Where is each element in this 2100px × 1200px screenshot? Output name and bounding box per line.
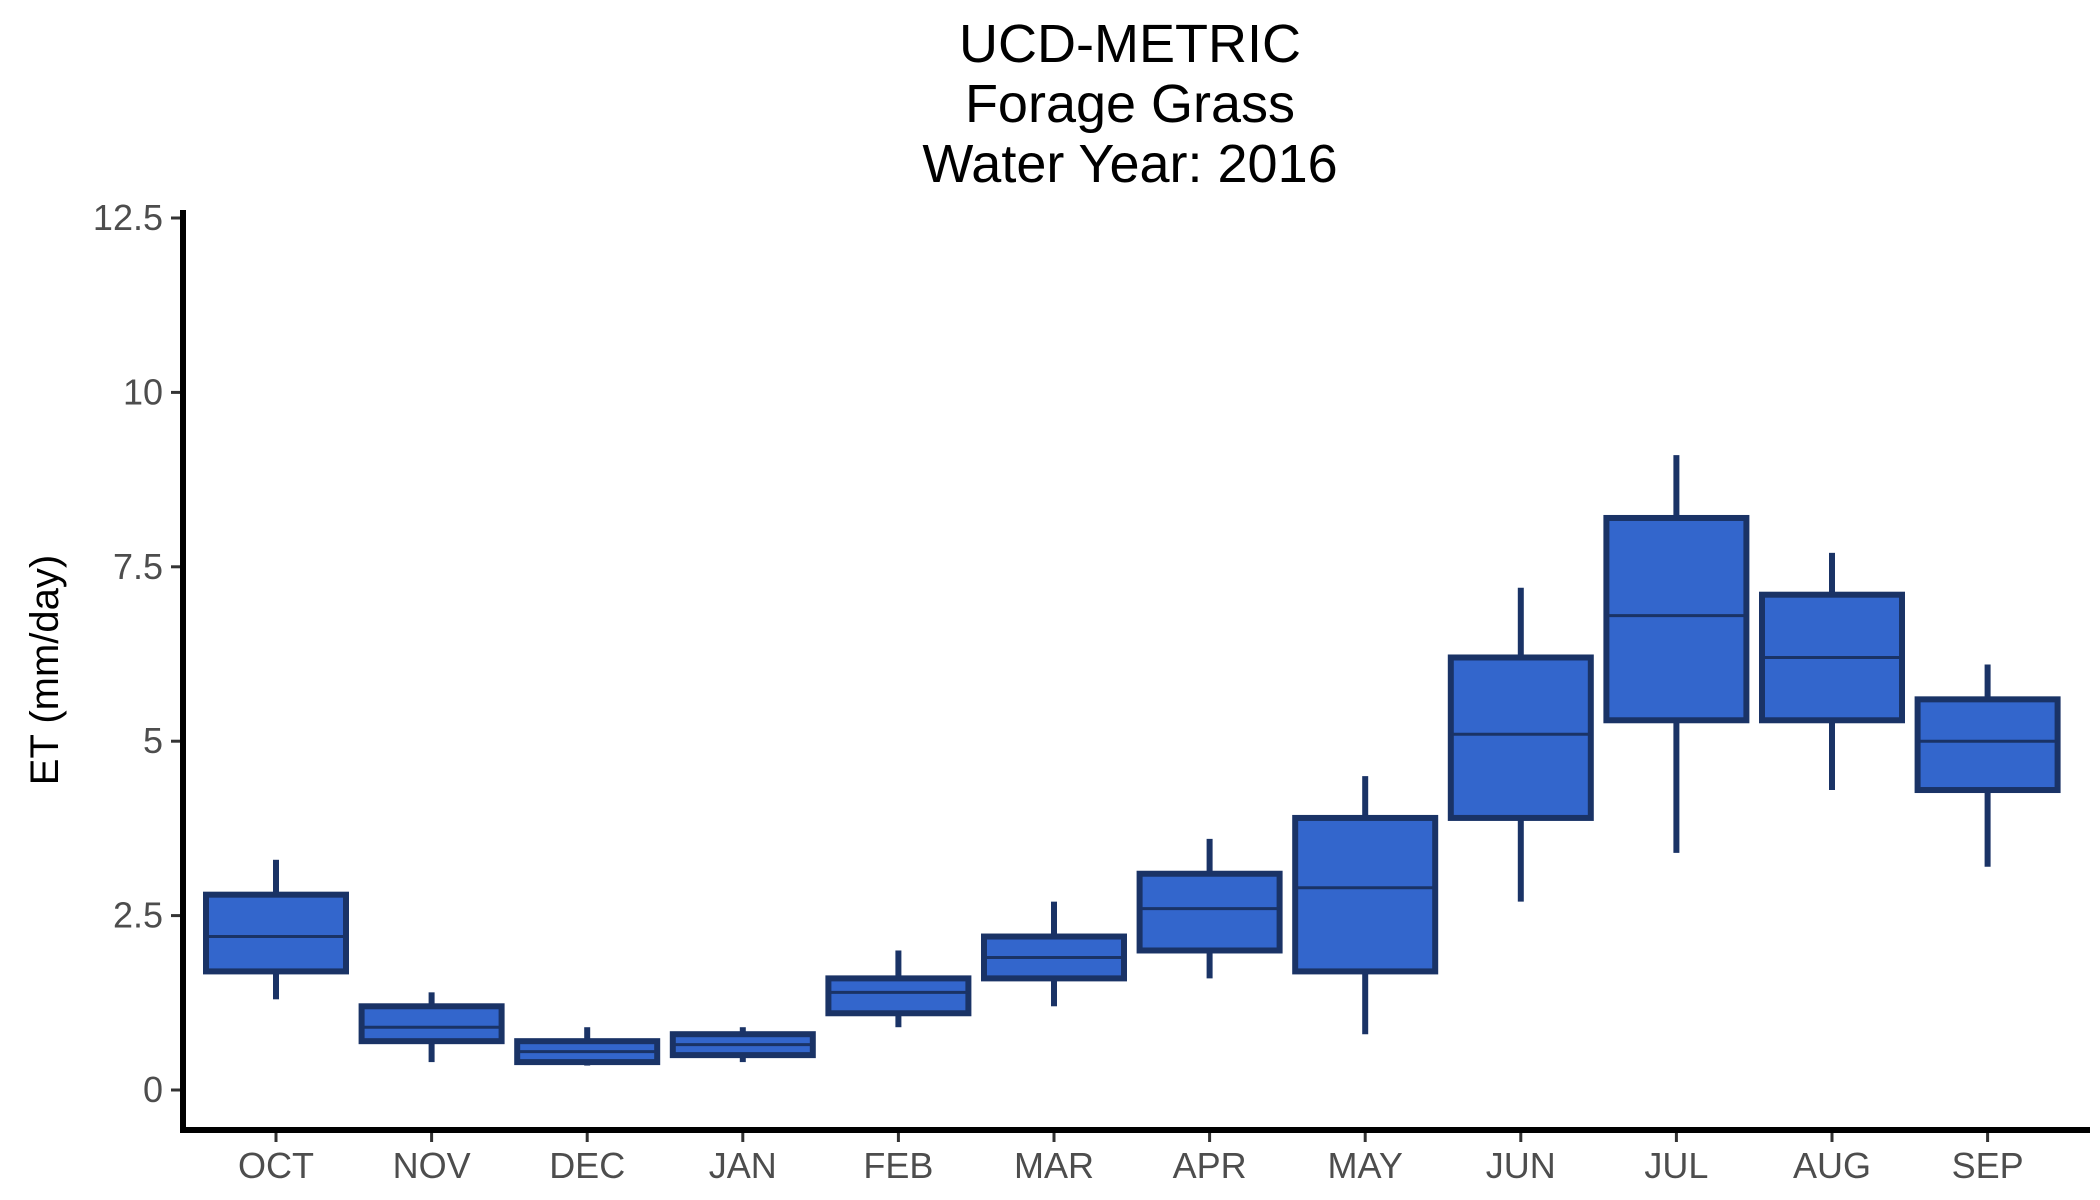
box-jul xyxy=(1603,455,1750,853)
x-tick-label: NOV xyxy=(393,1145,471,1186)
box-mar xyxy=(981,901,1127,1007)
y-tick-label: 0 xyxy=(143,1069,163,1110)
box-feb xyxy=(825,950,972,1028)
y-tick-label: 2.5 xyxy=(113,895,163,936)
box-iqr xyxy=(1914,696,2061,794)
box-iqr xyxy=(1447,654,1594,821)
box-iqr xyxy=(1136,870,1283,954)
box-jan xyxy=(669,1027,816,1063)
box-dec xyxy=(514,1027,661,1066)
x-tick-label: JAN xyxy=(709,1145,777,1186)
box-jun xyxy=(1447,587,1594,902)
y-tick-label: 10 xyxy=(123,371,163,412)
x-tick-label: MAR xyxy=(1014,1145,1094,1186)
x-tick-label: APR xyxy=(1173,1145,1247,1186)
x-tick-label: JUN xyxy=(1486,1145,1556,1186)
x-tick-label: SEP xyxy=(1952,1145,2024,1186)
x-tick-label: DEC xyxy=(549,1145,625,1186)
y-tick-label: 7.5 xyxy=(113,546,163,587)
y-axis-title: ET (mm/day) xyxy=(23,555,67,785)
x-tick-label: JUL xyxy=(1644,1145,1708,1186)
box-apr xyxy=(1136,838,1283,979)
box-iqr xyxy=(1603,514,1750,724)
box-sep xyxy=(1914,664,2061,867)
box-oct xyxy=(203,859,349,1000)
title-line-2: Forage Grass xyxy=(965,74,1295,134)
title-line-1: UCD-METRIC xyxy=(959,14,1301,74)
box-iqr xyxy=(203,891,349,975)
x-axis-ticks: OCT NOV DEC JAN FEB MAR APR MAY JUN JUL AUG SEP xyxy=(238,1130,2024,1186)
x-tick-label: AUG xyxy=(1793,1145,1871,1186)
x-tick-label: FEB xyxy=(863,1145,933,1186)
x-tick-label: OCT xyxy=(238,1145,314,1186)
chart-title: UCD-METRIC Forage Grass Water Year: 2016 xyxy=(922,14,1337,194)
box-aug xyxy=(1759,552,1905,791)
y-tick-label: 12.5 xyxy=(93,197,163,238)
box-may xyxy=(1292,776,1439,1035)
y-axis-ticks: 0 2.5 5 7.5 10 12.5 xyxy=(93,197,183,1110)
x-tick-label: MAY xyxy=(1328,1145,1403,1186)
box-series xyxy=(203,455,2061,1066)
box-iqr xyxy=(1292,814,1439,975)
box-iqr xyxy=(825,975,972,1017)
title-line-3: Water Year: 2016 xyxy=(922,134,1337,194)
y-tick-label: 5 xyxy=(143,720,163,761)
box-nov xyxy=(358,992,505,1063)
box-iqr xyxy=(358,1003,505,1045)
